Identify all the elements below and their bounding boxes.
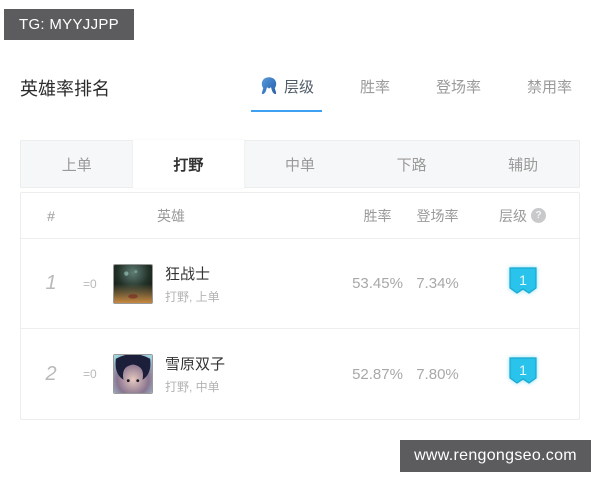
svg-text:1: 1 (519, 362, 527, 378)
svg-text:1: 1 (519, 272, 527, 288)
